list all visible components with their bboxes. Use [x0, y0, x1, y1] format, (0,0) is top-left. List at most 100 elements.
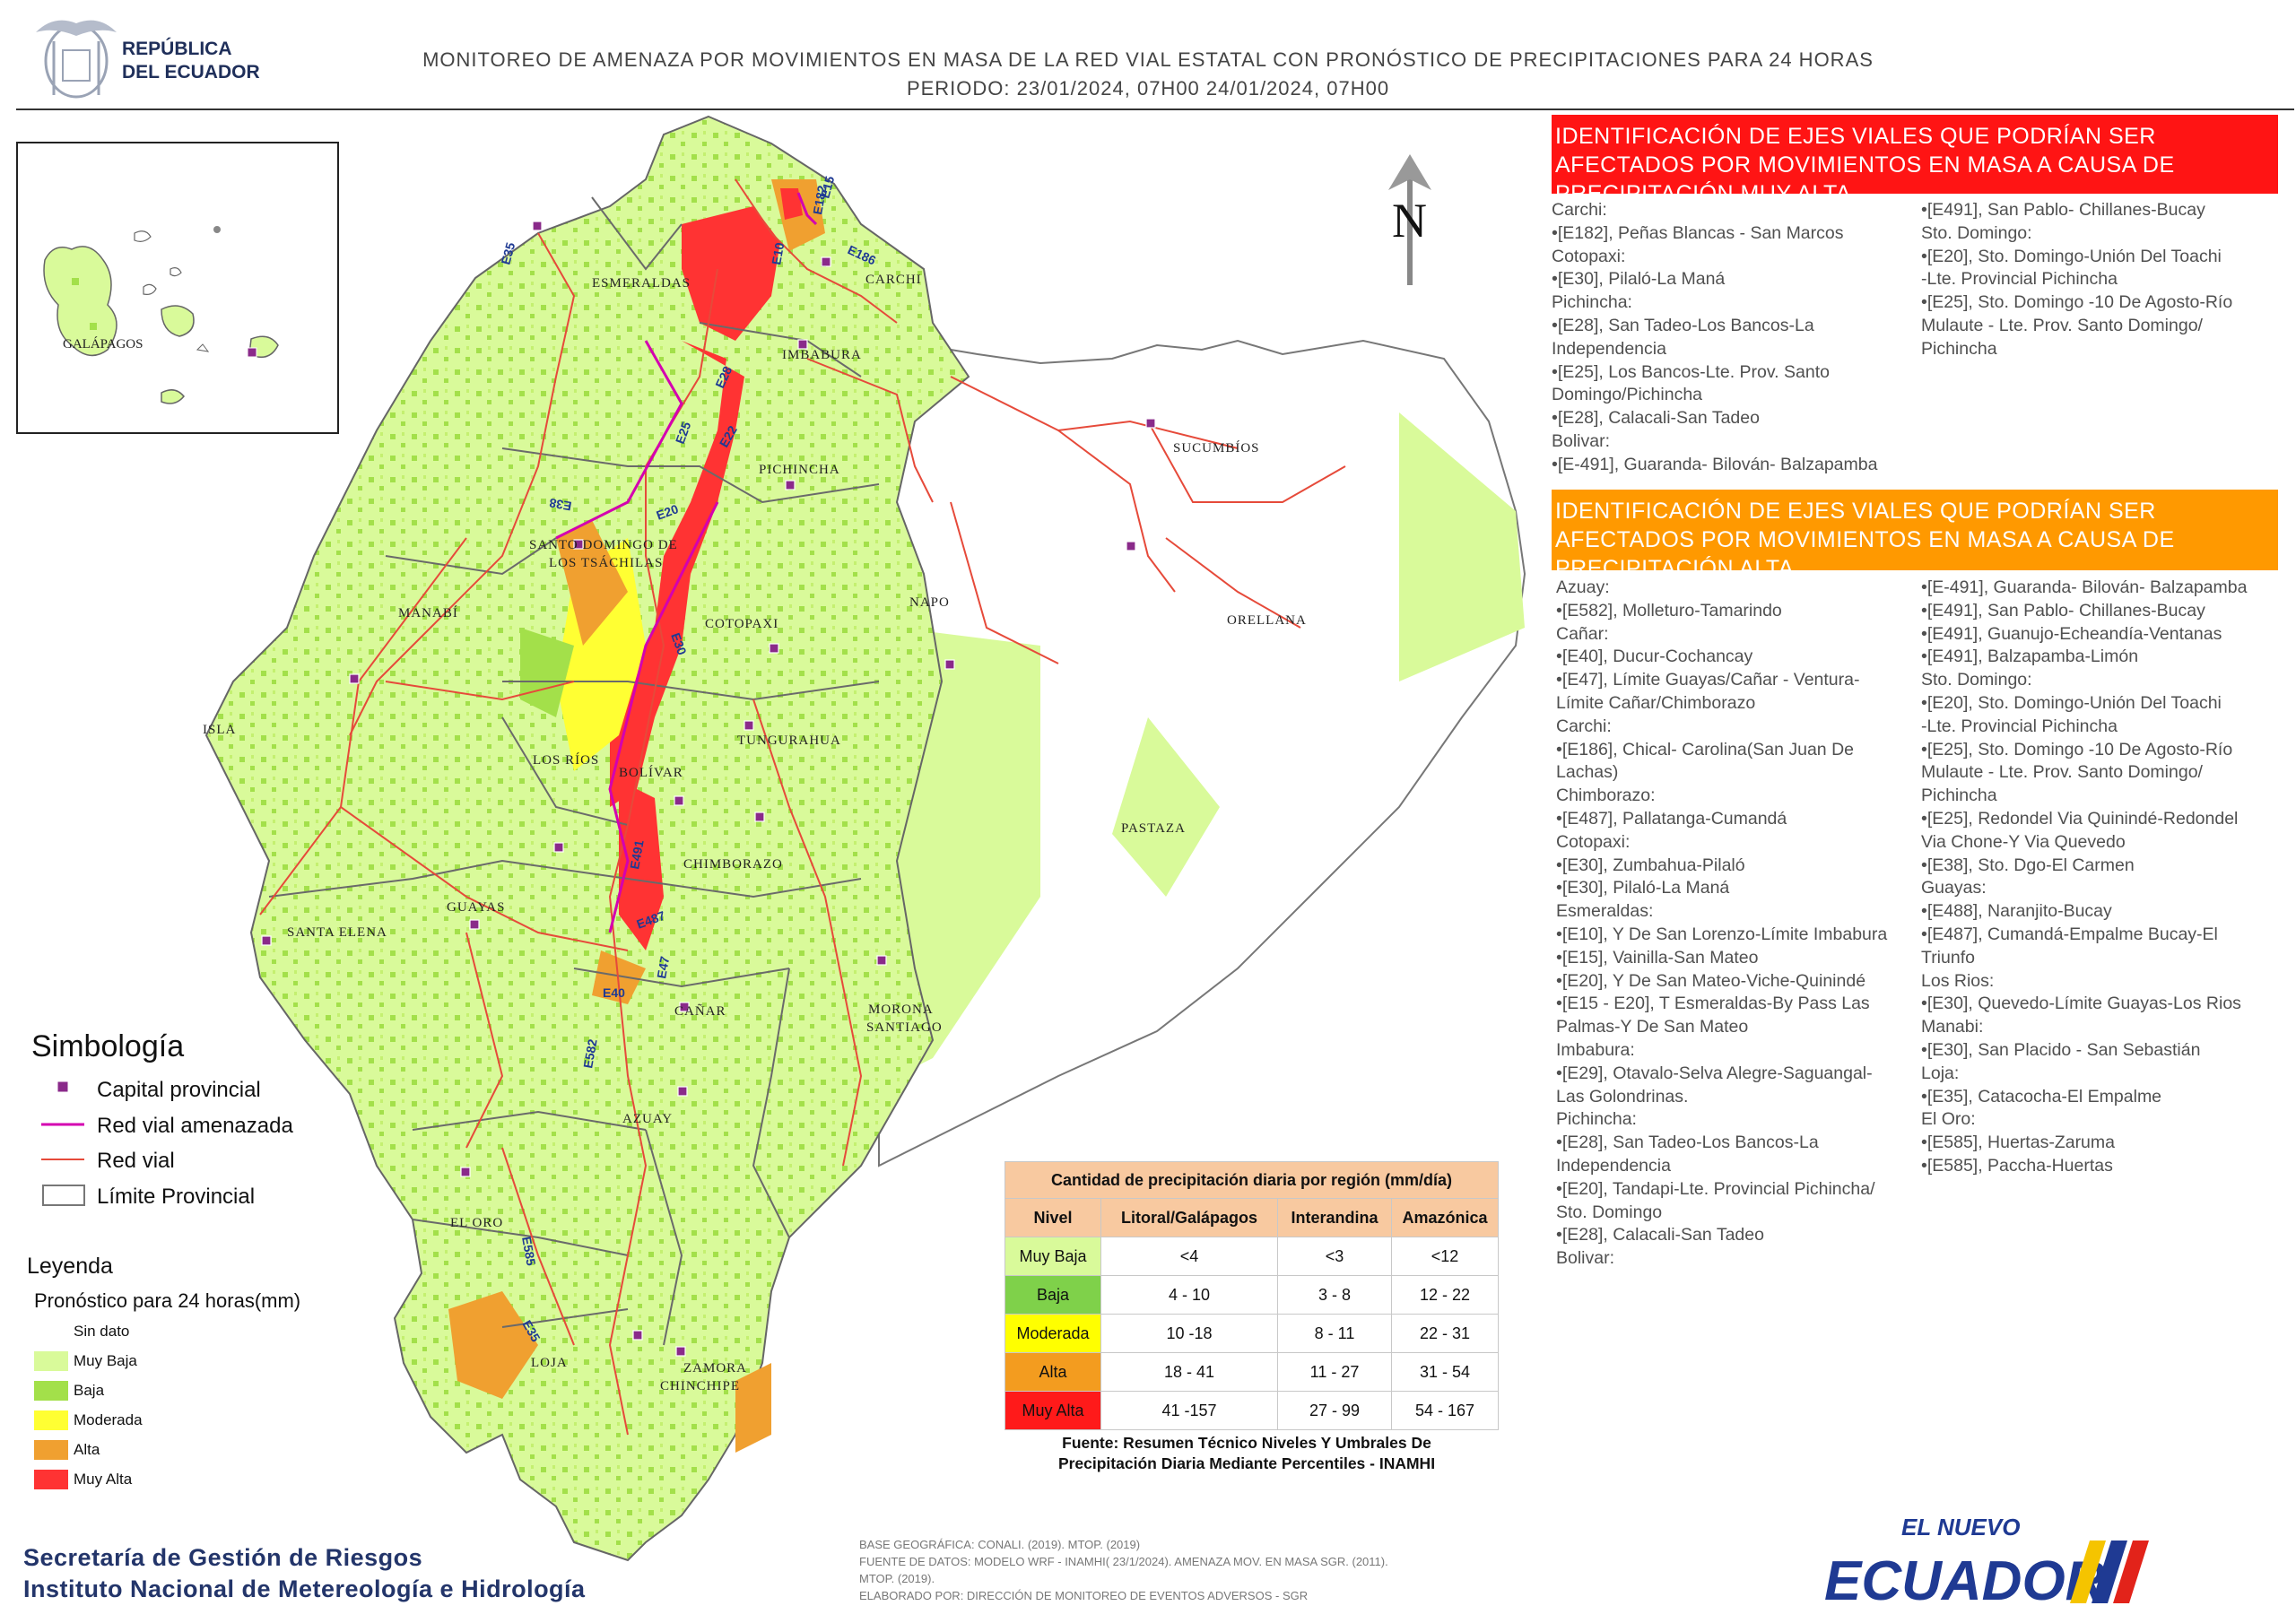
- muy-alta-zone-central: [610, 341, 744, 807]
- republica-line1: REPÚBLICA: [122, 39, 232, 59]
- legend-label: Muy Baja: [74, 1352, 137, 1369]
- table-header: Amazónica: [1391, 1198, 1499, 1237]
- list-item: Palmas-Y De San Mateo: [1556, 1017, 1749, 1037]
- list-item: •[E40], Ducur-Cochancay: [1556, 647, 1753, 667]
- table-source-line2: Precipitación Diaria Mediante Percentile…: [1057, 1454, 1436, 1472]
- label-carchi: CARCHI: [865, 273, 922, 287]
- footer-notes: BASE GEOGRÁFICA: CONALI. (2019). MTOP. (…: [859, 1536, 1505, 1604]
- list-item: Sto. Domingo:: [1921, 222, 2032, 243]
- list-item: •[E25], Los Bancos-Lte. Prov. Santo: [1552, 361, 1830, 382]
- list-item: Domingo/Pichincha: [1552, 385, 1703, 405]
- list-item: Triunfo: [1921, 947, 1975, 968]
- table-cell: 10 -18: [1100, 1314, 1278, 1353]
- label-chimborazo: CHIMBORAZO: [683, 857, 783, 872]
- ecuador-map: ESMERALDAS CARCHI IMBABURA SUCUMBÍOS PIC…: [203, 115, 1526, 1562]
- list-item: •[E488], Naranjito-Bucay: [1921, 901, 2112, 922]
- list-item: •[E35], Catacocha-El Empalme: [1921, 1086, 2162, 1107]
- list-item: •[E15], Vainilla-San Mateo: [1556, 947, 1759, 968]
- table-header: Nivel: [1004, 1198, 1101, 1237]
- label-morona-2: SANTIAGO: [866, 1020, 943, 1035]
- table-level-cell: Alta: [1004, 1352, 1101, 1392]
- list-item: Pichincha: [1921, 785, 1997, 806]
- period-label: PERIODO: 23/01/2024, 07H00 24/01/2024, 0…: [906, 77, 1390, 100]
- logo-top-text: EL NUEVO: [1901, 1514, 2020, 1541]
- capital-symbol: [57, 1081, 69, 1093]
- list-item: Imbabura:: [1556, 1039, 1635, 1060]
- table-source: Fuente: Resumen Técnico Niveles Y Umbral…: [1004, 1433, 1489, 1474]
- table-row: Baja 4 - 10 3 - 8 12 - 22: [1004, 1275, 1499, 1315]
- list-item: •[E29], Otavalo-Selva Alegre-Saguangal-: [1556, 1063, 1873, 1083]
- page-title: MONITOREO DE AMENAZA POR MOVIMIENTOS EN …: [422, 48, 1874, 71]
- list-item: Independencia: [1556, 1155, 1671, 1176]
- list-item: Cotopaxi:: [1556, 831, 1631, 852]
- list-item: •[E28], San Tadeo-Los Bancos-La: [1556, 1133, 1819, 1153]
- legend-swatch: [34, 1410, 68, 1430]
- list-item: •[E25], Sto. Domingo -10 De Agosto-Río: [1921, 292, 2233, 313]
- road-code-e40: E40: [603, 985, 625, 1000]
- list-item: •[E20], Y De San Mateo-Viche-Quinindé: [1556, 970, 1866, 991]
- label-santo-domingo-2: LOS TSÁCHILAS: [549, 555, 663, 570]
- simbologia-capital: Capital provincial: [97, 1078, 261, 1102]
- legend-swatch: [34, 1381, 68, 1401]
- list-item: •[E491], San Pablo- Chillanes-Bucay: [1921, 200, 2205, 220]
- table-title: Cantidad de precipitación diaria por reg…: [1004, 1161, 1499, 1199]
- label-pastaza: PASTAZA: [1121, 821, 1186, 836]
- north-arrow: N: [1388, 154, 1431, 285]
- list-item: •[E28], Calacali-San Tadeo: [1556, 1225, 1764, 1245]
- label-tungurahua: TUNGURAHUA: [737, 733, 841, 748]
- list-item: •[E30], Pilaló-La Maná: [1556, 878, 1730, 898]
- list-item: •[E182], Peñas Blancas - San Marcos: [1552, 222, 1844, 243]
- list-item: •[E30], Pilaló-La Maná: [1552, 269, 1726, 290]
- muy-alta-list-col2: •[E491], San Pablo- Chillanes-Bucay Sto.…: [1921, 199, 2280, 361]
- leyenda-subtitle: Pronóstico para 24 horas(mm): [34, 1289, 301, 1312]
- list-item: Carchi:: [1556, 716, 1612, 736]
- simbologia-threatened-road: Red vial amenazada: [97, 1114, 293, 1138]
- table-level-cell: Baja: [1004, 1275, 1101, 1315]
- list-item: Mulaute - Lte. Prov. Santo Domingo/: [1921, 762, 2203, 783]
- table-cell: 18 - 41: [1100, 1352, 1278, 1392]
- road-code-e15: E15: [817, 174, 837, 199]
- list-item: •[E-491], Guaranda- Bilován- Balzapamba: [1552, 454, 1878, 474]
- list-item: •[E585], Paccha-Huertas: [1921, 1155, 2113, 1176]
- list-item: •[E28], Calacali-San Tadeo: [1552, 408, 1760, 429]
- muy-alta-heading: IDENTIFICACIÓN DE EJES VIALES QUE PODRÍA…: [1555, 124, 2175, 206]
- republica-line2: DEL ECUADOR: [122, 62, 260, 82]
- table-row: Moderada 10 -18 8 - 11 22 - 31: [1004, 1314, 1499, 1353]
- leyenda-title: Leyenda: [27, 1254, 113, 1279]
- list-item: •[E-491], Guaranda- Bilován- Balzapamba: [1921, 577, 2248, 597]
- mainland-region: [204, 115, 970, 1562]
- label-azuay: AZUAY: [622, 1112, 673, 1126]
- alta-list-col2: •[E-491], Guaranda- Bilován- Balzapamba …: [1921, 577, 2280, 1178]
- list-item: •[E30], Zumbahua-Pilaló: [1556, 855, 1745, 875]
- road-code-e38: E38: [548, 496, 573, 514]
- list-item: •[E491], Guanujo-Echeandía-Ventanas: [1921, 623, 2222, 644]
- legend-label: Baja: [74, 1382, 105, 1399]
- list-item: •[E487], Cumandá-Empalme Bucay-El: [1921, 924, 2218, 944]
- table-cell: 27 - 99: [1277, 1391, 1392, 1430]
- table-source-line1: Fuente: Resumen Técnico Niveles Y Umbral…: [1062, 1434, 1431, 1452]
- label-morona-1: MORONA: [868, 1002, 934, 1017]
- table-row: Alta 18 - 41 11 - 27 31 - 54: [1004, 1352, 1499, 1392]
- table-cell: 11 - 27: [1277, 1352, 1392, 1392]
- label-el-oro: EL ORO: [450, 1216, 503, 1230]
- table-body: Muy Baja <4 <3 <12 Baja 4 - 10 3 - 8 12 - 22 Mod…: [1004, 1237, 1499, 1430]
- footer-org-sgr: Secretaría de Gestión de Riesgos: [23, 1544, 423, 1571]
- republica-label: REPÚBLICA DEL ECUADOR: [122, 38, 265, 84]
- table-header: Interandina: [1277, 1198, 1392, 1237]
- table-cell: <4: [1100, 1237, 1278, 1276]
- alta-heading: IDENTIFICACIÓN DE EJES VIALES QUE PODRÍA…: [1555, 499, 2175, 581]
- list-item: Independencia: [1552, 338, 1666, 359]
- header-divider: [16, 108, 2294, 110]
- list-item: Azuay:: [1556, 577, 1610, 597]
- list-item: •[E25], Redondel Via Quinindé-Redondel: [1921, 808, 2239, 829]
- legend-label: Muy Alta: [74, 1471, 133, 1488]
- road-code-e585: E585: [519, 1236, 538, 1267]
- label-zamora-2: CHINCHIPE: [660, 1379, 740, 1393]
- table-cell: 54 - 167: [1391, 1391, 1499, 1430]
- table-header: Litoral/Galápagos: [1100, 1198, 1278, 1237]
- list-item: Loja:: [1921, 1063, 1960, 1083]
- road-code-e10: E10: [769, 241, 787, 266]
- list-item: •[E15 - E20], T Esmeraldas-By Pass Las: [1556, 994, 1870, 1014]
- table-cell: <3: [1277, 1237, 1392, 1276]
- label-sucumbios: SUCUMBÍOS: [1173, 440, 1260, 456]
